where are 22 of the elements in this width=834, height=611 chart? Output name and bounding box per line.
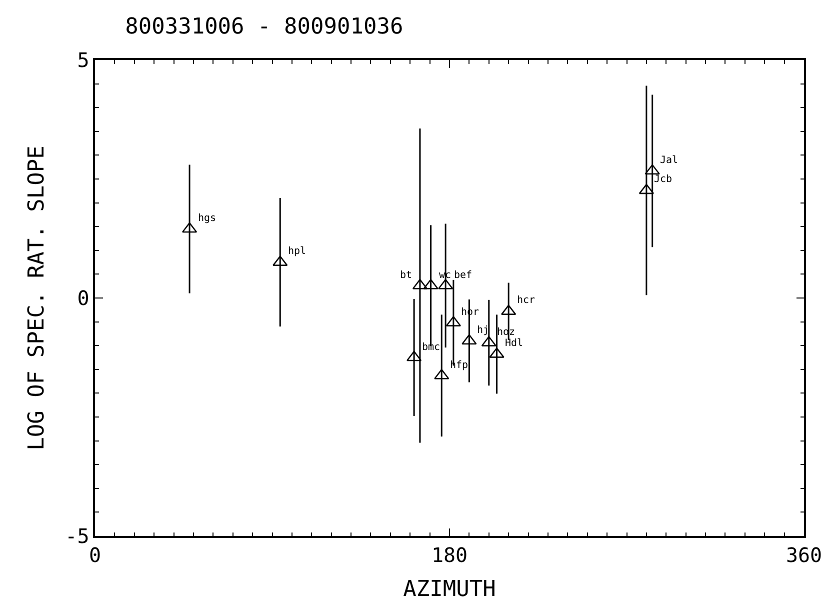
annotation: hgs (198, 213, 216, 224)
y-tick-label: 0 (77, 286, 90, 310)
chart-title: 800331006 - 800901036 (125, 14, 404, 40)
annotation: hj (477, 325, 490, 336)
point (644, 164, 660, 175)
annotation: bef (454, 270, 472, 281)
point (434, 368, 450, 380)
x-axis-title: AZIMUTH (403, 577, 496, 602)
annotation: Jcb (654, 174, 672, 185)
annotation: bmc (422, 342, 440, 353)
annotation: hpl (288, 246, 306, 257)
y-tick-label: -5 (65, 524, 90, 548)
annotation: hcr (517, 295, 536, 306)
x-tick-label: 180 (431, 542, 468, 567)
annotation: bt (400, 270, 412, 281)
x-tick-label: 360 (786, 542, 822, 567)
y-tick-label: 5 (77, 48, 90, 72)
annotation: Hdl (505, 338, 524, 349)
point (423, 278, 438, 290)
annotation: hfp (450, 360, 468, 371)
y-axis-title: LOG OF SPEC. RAT. SLOPE (24, 146, 50, 450)
annotation: Jal (660, 155, 678, 166)
